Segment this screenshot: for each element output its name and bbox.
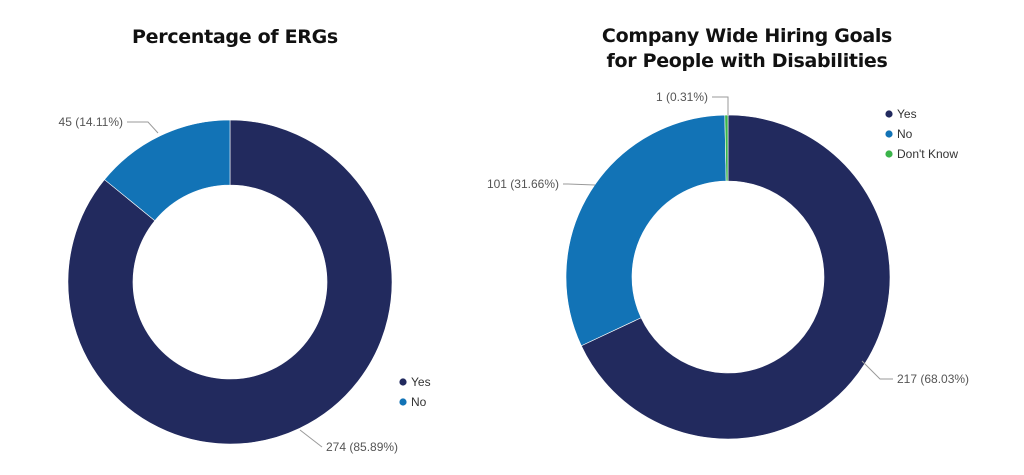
donut-slice-no <box>104 119 231 222</box>
data-label: 274 (85.89%) <box>326 440 398 454</box>
hiring-goals-chart-panel: Company Wide Hiring Goals for People wit… <box>470 0 1024 475</box>
data-label: 101 (31.66%) <box>487 177 559 191</box>
chart-title-line: Percentage of ERGs <box>132 26 338 48</box>
chart-title-line-1: Company Wide Hiring Goals <box>601 25 893 47</box>
donut-slice-yes <box>67 119 393 445</box>
legend-marker <box>885 130 893 138</box>
legend-entry[interactable]: Yes <box>411 375 431 389</box>
data-label: 1 (0.31%) <box>656 90 708 104</box>
chart-title: Percentage of ERGs <box>0 25 470 50</box>
legend-marker <box>885 110 893 118</box>
leader-line <box>127 121 159 134</box>
data-label: 217 (68.03%) <box>897 372 969 386</box>
legend-entry[interactable]: No <box>897 127 913 141</box>
legend-marker <box>399 378 407 386</box>
leader-line <box>861 360 893 380</box>
leader-line <box>299 429 323 448</box>
chart-title: Company Wide Hiring Goals for People wit… <box>470 24 1024 74</box>
leader-line <box>712 96 729 115</box>
legend-entry[interactable]: No <box>411 395 427 409</box>
donut-slice-yes <box>580 114 891 440</box>
leader-line <box>563 183 596 186</box>
chart-title-line-2: for People with Disabilities <box>606 50 888 72</box>
donut-slice-no <box>565 114 727 347</box>
erg-chart-panel: Percentage of ERGs 274 (85.89%) 45 (14.11… <box>0 0 470 475</box>
hiring-goals-donut-chart: 217 (68.03%) 101 (31.66%) 1 (0.31%) Yes No Do… <box>487 90 969 440</box>
donut-slice-don-t-know <box>724 114 729 182</box>
data-label: 45 (14.11%) <box>59 115 123 129</box>
legend-marker <box>399 398 407 406</box>
legend-entry[interactable]: Don't Know <box>897 147 958 161</box>
legend-marker <box>885 150 893 158</box>
legend-entry[interactable]: Yes <box>897 107 917 121</box>
erg-donut-chart: 274 (85.89%) 45 (14.11%) Yes No <box>59 115 431 454</box>
